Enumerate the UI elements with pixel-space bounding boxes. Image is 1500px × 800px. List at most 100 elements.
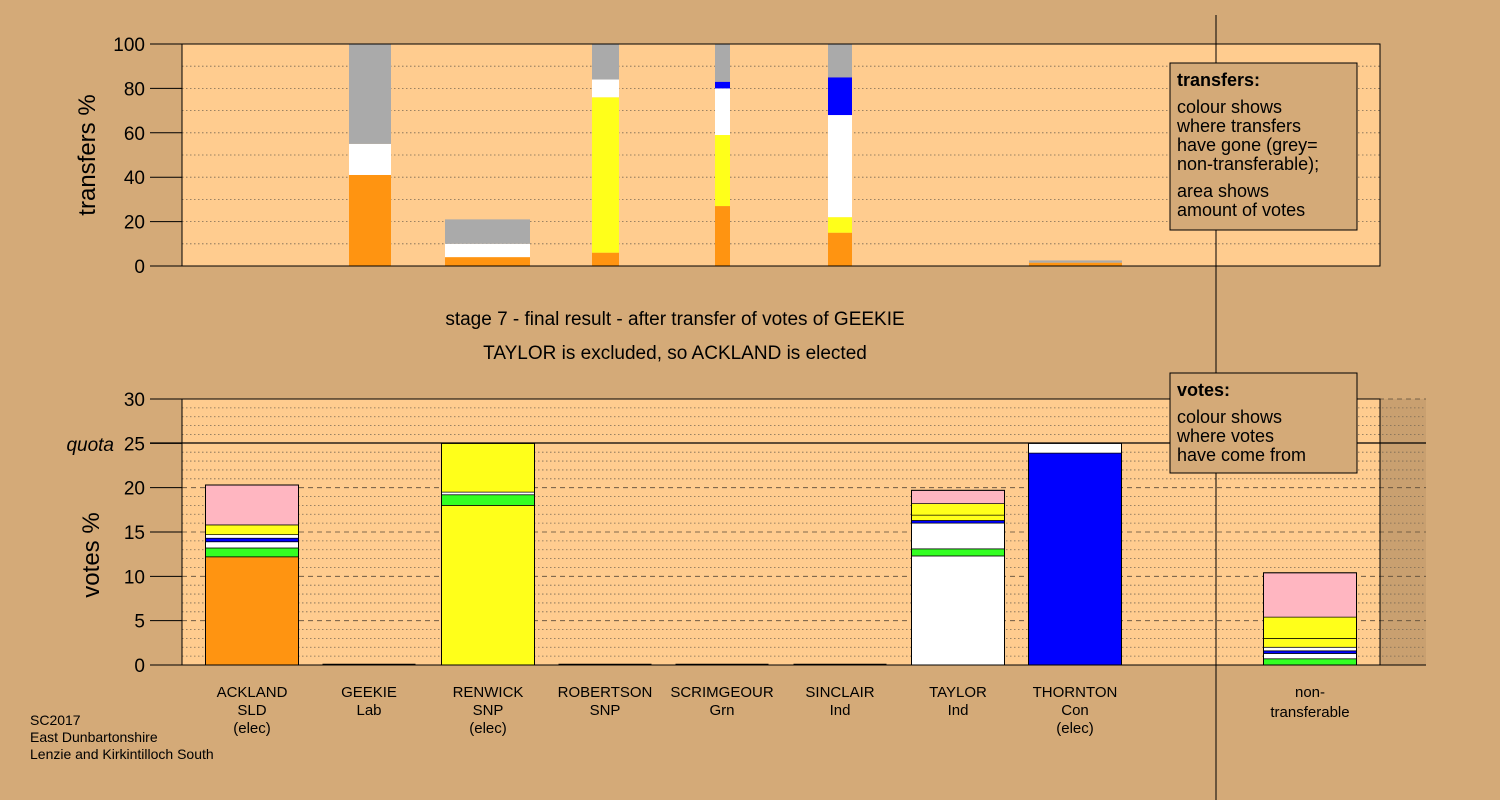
candidate-labels: ACKLANDSLD(elec)GEEKIELabRENWICKSNP(elec… bbox=[217, 684, 1118, 737]
vote-bar-segment bbox=[1263, 638, 1357, 648]
transfer-bar-segment bbox=[828, 232, 852, 266]
candidate-label: ROBERTSON bbox=[558, 684, 653, 701]
transfer-bar-segment bbox=[349, 174, 391, 266]
vote-bar-segment bbox=[441, 494, 535, 506]
vote-bar-segment bbox=[1028, 442, 1122, 454]
quota-label: quota bbox=[66, 435, 114, 456]
votes-bars bbox=[205, 442, 1357, 666]
result-title: TAYLOR is excluded, so ACKLAND is electe… bbox=[483, 343, 867, 364]
nontransferable-label: non- bbox=[1295, 684, 1325, 701]
transfer-bar-segment bbox=[715, 206, 730, 266]
vote-bar-segment bbox=[441, 491, 535, 496]
candidate-label: SCRIMGEOUR bbox=[670, 684, 774, 701]
candidate-label: TAYLOR bbox=[929, 684, 987, 701]
transfer-bar-segment bbox=[828, 217, 852, 233]
transfers-legend-line: have gone (grey= bbox=[1177, 135, 1318, 155]
transfers-y-ticks: 0 20 40 60 80 100 bbox=[113, 35, 182, 278]
vote-bar-segment bbox=[205, 524, 299, 536]
vote-bar-segment bbox=[205, 484, 299, 526]
y-tick-label: 30 bbox=[124, 390, 145, 411]
transfer-bar-segment bbox=[715, 88, 730, 136]
vote-bar-segment bbox=[911, 555, 1005, 666]
votes-y-axis-label: votes % bbox=[78, 512, 105, 597]
y-tick-label: 20 bbox=[124, 479, 145, 500]
transfer-bar-segment bbox=[828, 44, 852, 78]
candidate-label: Ind bbox=[830, 702, 851, 719]
vote-bar-segment bbox=[1028, 452, 1122, 666]
transfer-bar-segment bbox=[592, 252, 619, 266]
vote-bar-segment bbox=[205, 541, 299, 549]
y-tick-label: 40 bbox=[124, 168, 145, 189]
vote-bar-segment bbox=[1263, 572, 1357, 618]
vote-bar-segment bbox=[205, 534, 299, 539]
y-tick-label: 60 bbox=[124, 124, 145, 145]
y-tick-label: 25 bbox=[124, 434, 145, 455]
vote-bar-segment bbox=[1263, 650, 1357, 654]
transfer-bar-segment bbox=[1029, 262, 1122, 266]
transfers-legend-line: amount of votes bbox=[1177, 200, 1305, 220]
transfers-legend-line: non-transferable); bbox=[1177, 154, 1319, 174]
vote-bar-segment bbox=[205, 556, 299, 666]
y-tick-label: 15 bbox=[124, 523, 145, 544]
vote-bar-segment bbox=[1263, 653, 1357, 660]
y-tick-label: 20 bbox=[124, 213, 145, 234]
candidate-label: Grn bbox=[709, 702, 734, 719]
transfer-bar-segment bbox=[592, 44, 619, 80]
vote-bar-segment bbox=[441, 505, 535, 666]
transfers-y-axis-label: transfers % bbox=[74, 94, 101, 215]
transfers-legend: transfers: colour shows where transfers … bbox=[1169, 62, 1358, 231]
votes-y-ticks: 0 5 10 15 20 25 30 bbox=[124, 390, 182, 677]
transfers-legend-line: colour shows bbox=[1177, 97, 1282, 117]
transfer-bar-segment bbox=[715, 81, 730, 89]
candidate-label: SNP bbox=[590, 702, 621, 719]
vote-bar-segment bbox=[205, 537, 299, 543]
vote-bar-segment bbox=[911, 520, 1005, 524]
vote-bar-segment bbox=[1263, 658, 1357, 666]
candidate-label: SLD bbox=[237, 702, 266, 719]
transfers-legend-line: where transfers bbox=[1176, 116, 1301, 136]
vote-bar-segment bbox=[205, 547, 299, 558]
footer-ward: Lenzie and Kirkintilloch South bbox=[30, 746, 214, 762]
candidate-label: GEEKIE bbox=[341, 684, 397, 701]
vote-bar-segment bbox=[1263, 646, 1357, 652]
candidate-label: Ind bbox=[948, 702, 969, 719]
transfer-bar-segment bbox=[445, 243, 530, 258]
y-tick-label: 10 bbox=[124, 567, 145, 588]
vote-bar-segment bbox=[911, 514, 1005, 521]
votes-legend-heading: votes: bbox=[1177, 380, 1230, 400]
transfer-bar-segment bbox=[592, 97, 619, 253]
y-tick-label: 0 bbox=[134, 656, 145, 677]
vote-bar-segment bbox=[1263, 616, 1357, 639]
votes-legend-line: have come from bbox=[1177, 445, 1306, 465]
candidate-label: (elec) bbox=[469, 720, 507, 737]
transfer-bar-segment bbox=[349, 143, 391, 175]
footer-council: East Dunbartonshire bbox=[30, 729, 158, 745]
vote-bar-segment bbox=[911, 548, 1005, 557]
y-tick-label: 5 bbox=[134, 612, 145, 633]
transfer-bar-segment bbox=[715, 135, 730, 207]
transfer-bar-segment bbox=[349, 44, 391, 144]
candidate-label: RENWICK bbox=[453, 684, 524, 701]
transfer-bar-segment bbox=[445, 257, 530, 266]
transfer-bar-segment bbox=[715, 44, 730, 82]
votes-legend: votes: colour shows where votes have com… bbox=[1169, 372, 1358, 474]
transfers-legend-line: area shows bbox=[1177, 181, 1269, 201]
candidate-label: SINCLAIR bbox=[805, 684, 874, 701]
votes-legend-line: colour shows bbox=[1177, 407, 1282, 427]
transfer-bar-segment bbox=[828, 115, 852, 218]
transfer-bar-segment bbox=[592, 79, 619, 98]
candidate-label: Con bbox=[1061, 702, 1089, 719]
nontransferable-label: transferable bbox=[1270, 704, 1349, 721]
footer-election: SC2017 bbox=[30, 712, 81, 728]
candidate-label: (elec) bbox=[1056, 720, 1094, 737]
vote-bar-segment bbox=[911, 503, 1005, 516]
vote-bar-segment bbox=[911, 489, 1005, 504]
y-tick-label: 0 bbox=[134, 257, 145, 278]
y-tick-label: 100 bbox=[113, 35, 145, 56]
vote-bar-segment bbox=[911, 522, 1005, 550]
stage-title: stage 7 - final result - after transfer … bbox=[445, 309, 904, 330]
y-tick-label: 80 bbox=[124, 79, 145, 100]
candidate-label: Lab bbox=[356, 702, 381, 719]
votes-legend-line: where votes bbox=[1176, 426, 1274, 446]
